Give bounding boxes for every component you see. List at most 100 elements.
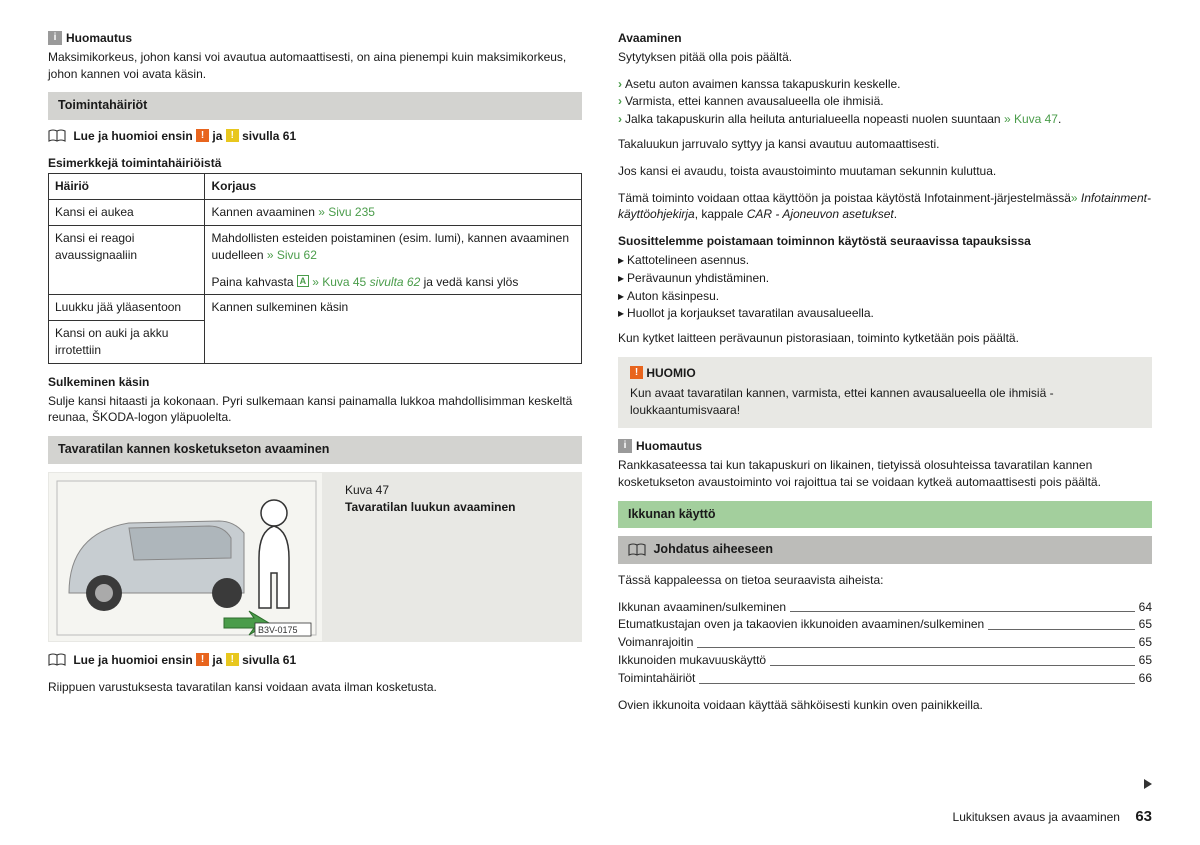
list-item: ›Varmista, ettei kannen avausalueella ol… [618, 93, 1152, 110]
huomio-label: HUOMIO [646, 366, 695, 380]
cell: Kansi on auki ja akku irrotettiin [49, 321, 205, 364]
chevron-icon: › [618, 112, 622, 126]
table-title: Esimerkkejä toimintahäiriöistä [48, 155, 582, 172]
chevron-icon: › [618, 77, 622, 91]
book-icon [628, 543, 646, 557]
triangle-icon: ▸ [618, 289, 624, 303]
th-korjaus: Korjaus [205, 174, 582, 200]
recommend-heading: Suosittelemme poistamaan toiminnon käytö… [618, 233, 1152, 250]
triangle-icon: ▸ [618, 253, 624, 267]
figure-ref-link[interactable]: » Kuva 47 [1004, 112, 1058, 126]
toc-leader [697, 647, 1134, 648]
list-item: ▸Huollot ja korjaukset tavaratilan avaus… [618, 305, 1152, 322]
opening-p2: Takaluukun jarruvalo syttyy ja kansi ava… [618, 136, 1152, 153]
list-item: ›Asetu auton avaimen kanssa takapuskurin… [618, 76, 1152, 93]
toc-leader [988, 629, 1134, 630]
toc-title: Ikkunoiden mukavuuskäyttö [618, 652, 766, 669]
cell: Mahdollisten esteiden poistaminen (esim.… [205, 226, 582, 295]
read-first-line: Lue ja huomioi ensin ! ja ! sivulla 61 [48, 128, 582, 145]
recommend-list: ▸Kattotelineen asennus. ▸Perävaunun yhdi… [618, 252, 1152, 322]
note2-label: Huomautus [636, 439, 702, 453]
key-icon-a: A [297, 275, 309, 287]
note2-text: Rankkasateessa tai kun takapuskuri on li… [618, 457, 1152, 491]
note2-heading: i Huomautus [618, 438, 1152, 455]
th-hairio: Häiriö [49, 174, 205, 200]
warn-icon-orange: ! [630, 366, 643, 379]
info-icon: i [618, 439, 632, 453]
toc-page: 65 [1139, 634, 1152, 651]
opening-heading: Avaaminen [618, 30, 1152, 47]
figure-ref-link[interactable]: » Kuva 45 sivulta 62 [309, 275, 420, 289]
cell: Luukku jää yläasentoon [49, 295, 205, 321]
figure-ref-text: B3V-0175 [258, 625, 298, 635]
table-row: Luukku jää yläasentoon Kannen sulkeminen… [49, 295, 582, 321]
figure-number: Kuva 47 [345, 482, 516, 499]
opening-p4: Tämä toiminto voidaan ottaa käyttöön ja … [618, 190, 1152, 224]
section-heading-malfunctions: Toimintahäiriöt [48, 92, 582, 120]
page-ref-link[interactable]: » Sivu 235 [318, 205, 375, 219]
table-row: Kansi ei reagoi avaussignaaliin Mahdolli… [49, 226, 582, 295]
triangle-icon: ▸ [618, 271, 624, 285]
ref-link[interactable]: » [1071, 191, 1081, 205]
warn-icon-orange: ! [196, 653, 209, 666]
toc-title: Voimanrajoitin [618, 634, 693, 651]
cell: Kannen avaaminen » Sivu 235 [205, 200, 582, 226]
book-icon [48, 653, 66, 667]
opening-steps: ›Asetu auton avaimen kanssa takapuskurin… [618, 76, 1152, 128]
toc-row[interactable]: Voimanrajoitin 65 [618, 634, 1152, 651]
toc-title: Toimintahäiriöt [618, 670, 695, 687]
toc: Ikkunan avaaminen/sulkeminen 64 Etumatkust… [618, 599, 1152, 687]
book-icon [48, 129, 66, 143]
figure-caption: Tavaratilan luukun avaaminen [345, 499, 516, 516]
toc-page: 64 [1139, 599, 1152, 616]
toc-title: Etumatkustajan oven ja takaovien ikkunoi… [618, 616, 984, 633]
depends-text: Riippuen varustuksesta tavaratilan kansi… [48, 679, 582, 696]
toc-row[interactable]: Etumatkustajan oven ja takaovien ikkunoi… [618, 616, 1152, 633]
warn-icon-yellow: ! [226, 653, 239, 666]
after-toc-text: Ovien ikkunoita voidaan käyttää sähköise… [618, 697, 1152, 714]
figure-image: B3V-0175 [48, 472, 323, 642]
cell: Kansi ei aukea [49, 200, 205, 226]
huomio-text: Kun avaat tavaratilan kannen, varmista, … [630, 385, 1140, 419]
trouble-table: Häiriö Korjaus Kansi ei aukea Kannen ava… [48, 173, 582, 363]
note-text: Maksimikorkeus, johon kansi voi avautua … [48, 49, 582, 83]
figure-caption-block: Kuva 47 Tavaratilan luukun avaaminen [337, 472, 524, 642]
list-item: ▸Perävaunun yhdistäminen. [618, 270, 1152, 287]
info-icon: i [48, 31, 62, 45]
table-row: Kansi ei aukea Kannen avaaminen » Sivu 2… [49, 200, 582, 226]
list-item: ▸Kattotelineen asennus. [618, 252, 1152, 269]
footer-section: Lukituksen avaus ja avaaminen [953, 810, 1120, 824]
readfirst-post: sivulla 61 [242, 129, 296, 143]
triangle-icon: ▸ [618, 306, 624, 320]
toc-row[interactable]: Ikkunoiden mukavuuskäyttö 65 [618, 652, 1152, 669]
note-heading: i Huomautus [48, 30, 582, 47]
toc-row[interactable]: Toimintahäiriöt 66 [618, 670, 1152, 687]
section-heading-intro: Johdatus aiheeseen [618, 536, 1152, 564]
toc-lead: Tässä kappaleessa on tietoa seuraavista … [618, 572, 1152, 589]
huomio-box: ! HUOMIO Kun avaat tavaratilan kannen, v… [618, 357, 1152, 428]
list-item: ›Jalka takapuskurin alla heiluta anturia… [618, 111, 1152, 128]
toc-page: 65 [1139, 652, 1152, 669]
table-header-row: Häiriö Korjaus [49, 174, 582, 200]
readfirst-mid: ja [212, 129, 222, 143]
section-heading-contactless: Tavaratilan kannen kosketukseton avaamin… [48, 436, 582, 464]
page-footer: Lukituksen avaus ja avaaminen 63 [953, 806, 1152, 827]
opening-line0: Sytytyksen pitää olla pois päältä. [618, 49, 1152, 66]
note-label: Huomautus [66, 31, 132, 45]
close-heading: Sulkeminen käsin [48, 374, 582, 391]
section-heading-window: Ikkunan käyttö [618, 501, 1152, 529]
page-ref-link[interactable]: » Sivu 62 [267, 248, 317, 262]
continue-icon [1144, 779, 1152, 789]
toc-leader [699, 683, 1134, 684]
toc-page: 66 [1139, 670, 1152, 687]
read-first-line-2: Lue ja huomioi ensin ! ja ! sivulla 61 [48, 652, 582, 669]
figure-box: B3V-0175 Kuva 47 Tavaratilan luukun avaa… [48, 472, 582, 642]
cell: Kannen sulkeminen käsin [205, 295, 582, 363]
readfirst-pre: Lue ja huomioi ensin [73, 129, 192, 143]
toc-leader [790, 611, 1135, 612]
toc-row[interactable]: Ikkunan avaaminen/sulkeminen 64 [618, 599, 1152, 616]
page-number: 63 [1135, 808, 1152, 825]
toc-title: Ikkunan avaaminen/sulkeminen [618, 599, 786, 616]
left-column: i Huomautus Maksimikorkeus, johon kansi v… [48, 30, 582, 723]
chevron-icon: › [618, 94, 622, 108]
